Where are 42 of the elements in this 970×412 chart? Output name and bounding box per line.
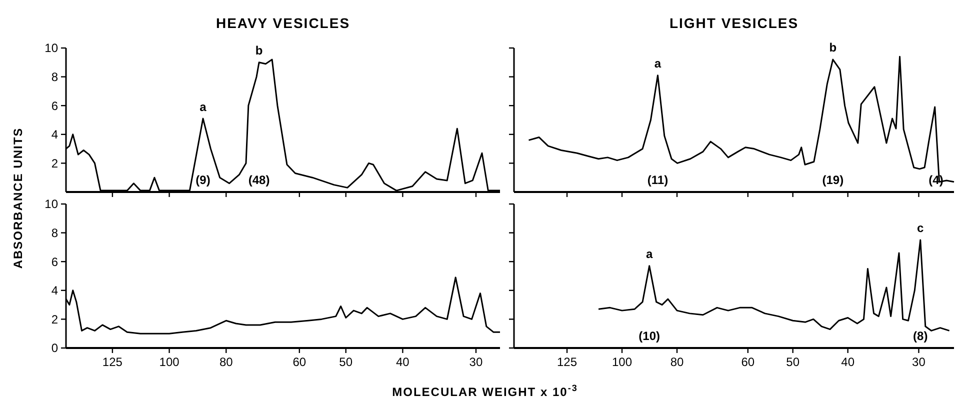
x-tick-label: 60 xyxy=(741,355,755,369)
x-tick-label: 30 xyxy=(469,355,483,369)
annotation: (19) xyxy=(822,173,844,188)
x-tick-label: 40 xyxy=(396,355,410,369)
x-tick-label: 100 xyxy=(159,355,180,369)
y-tick-label: 8 xyxy=(51,70,58,84)
x-tick-label: 60 xyxy=(292,355,306,369)
annotation: b xyxy=(829,40,837,55)
y-tick-label: 4 xyxy=(51,128,58,142)
x-axis-title: MOLECULAR WEIGHT x 10$^{-3}$ xyxy=(392,383,578,399)
annotation: (48) xyxy=(248,173,270,188)
y-tick-label: 2 xyxy=(51,156,58,170)
annotation: b xyxy=(255,44,263,58)
y-tick-label: 6 xyxy=(51,254,58,269)
y-tick-label: 10 xyxy=(44,197,58,212)
x-tick-label: 50 xyxy=(339,355,353,369)
x-tick-label: 30 xyxy=(912,355,926,369)
annotation: (11) xyxy=(647,173,668,188)
annotation: a xyxy=(200,100,207,114)
x-tick-label: 125 xyxy=(557,355,578,369)
y-tick-label: 8 xyxy=(51,226,58,240)
x-tick-label: 50 xyxy=(786,355,800,369)
annotation: (8) xyxy=(913,329,928,344)
annotation: (9) xyxy=(196,173,210,188)
y-axis-title: ABSORBANCE UNITS xyxy=(11,127,25,269)
annotation: (10) xyxy=(638,329,660,344)
y-tick-label: 4 xyxy=(51,284,58,298)
annotation: a xyxy=(646,247,654,262)
chart-title: HEAVY VESICLES xyxy=(216,15,350,31)
x-tick-label: 100 xyxy=(612,355,632,369)
x-tick-label: 80 xyxy=(670,355,684,369)
x-tick-label: 40 xyxy=(841,355,855,369)
x-tick-label: 125 xyxy=(102,355,123,369)
y-tick-label: 10 xyxy=(44,41,58,56)
y-tick-label: 0 xyxy=(51,341,58,356)
x-tick-label: 80 xyxy=(219,355,234,369)
y-tick-label: 2 xyxy=(51,312,58,326)
annotation: a xyxy=(654,56,662,71)
annotation: (4) xyxy=(928,173,944,188)
y-tick-label: 6 xyxy=(51,98,58,113)
annotation: c xyxy=(917,221,924,236)
chart-title: LIGHT VESICLES xyxy=(669,15,799,31)
